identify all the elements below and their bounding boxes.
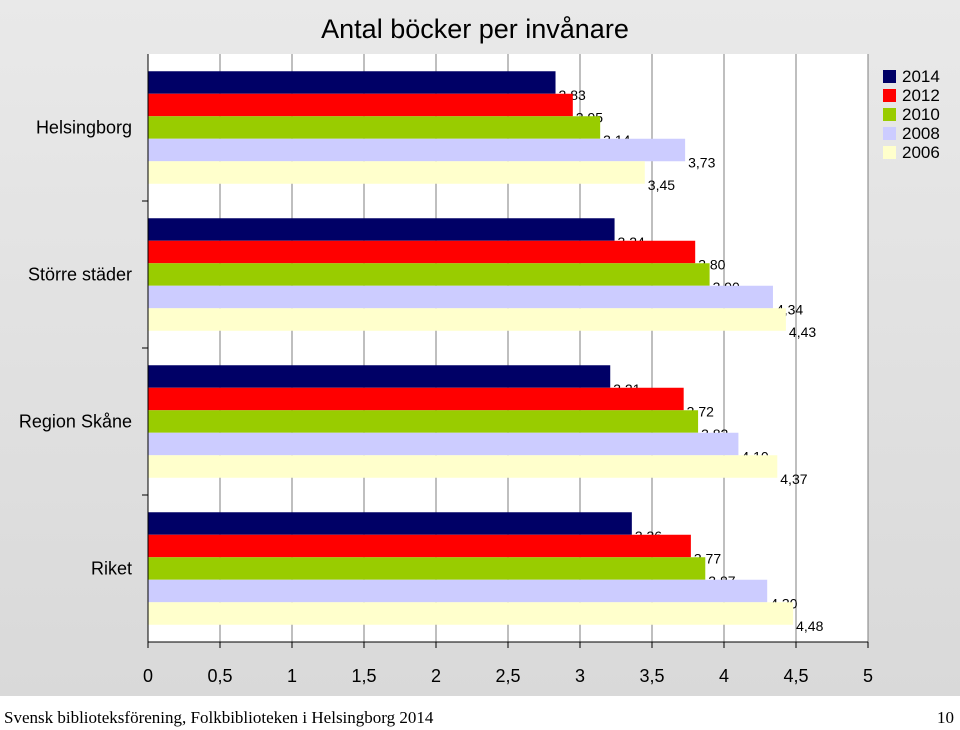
legend-swatch xyxy=(883,70,896,83)
data-label: 4,48 xyxy=(796,618,823,634)
bar xyxy=(148,602,794,625)
x-tick-label: 4 xyxy=(719,666,729,686)
x-tick-label: 0 xyxy=(143,666,153,686)
legend-label: 2014 xyxy=(902,67,940,86)
bar xyxy=(148,263,710,286)
bar xyxy=(148,455,778,478)
bar xyxy=(148,116,601,139)
x-tick-label: 2 xyxy=(431,666,441,686)
bar xyxy=(148,365,611,388)
bar xyxy=(148,579,768,603)
legend-swatch xyxy=(883,146,896,159)
bar xyxy=(148,71,556,94)
x-tick-label: 1 xyxy=(287,666,297,686)
legend-label: 2010 xyxy=(902,105,940,124)
bar xyxy=(148,240,696,264)
legend-item: 2006 xyxy=(883,143,940,162)
bar xyxy=(148,285,773,309)
bar xyxy=(148,161,645,184)
bar xyxy=(148,308,786,331)
chart-canvas: 2,832,953,143,733,45Helsingborg3,243,803… xyxy=(19,54,873,686)
data-label: 3,45 xyxy=(648,177,675,193)
x-tick-label: 4,5 xyxy=(783,666,808,686)
bar xyxy=(148,218,615,241)
legend-label: 2012 xyxy=(902,86,940,105)
x-tick-label: 5 xyxy=(863,666,873,686)
bar xyxy=(148,432,739,456)
legend-item: 2014 xyxy=(883,67,940,86)
x-tick-label: 0,5 xyxy=(207,666,232,686)
bar xyxy=(148,512,632,535)
legend-item: 2008 xyxy=(883,124,940,143)
bar xyxy=(148,387,684,411)
category-label: Riket xyxy=(91,559,132,579)
x-tick-label: 1,5 xyxy=(351,666,376,686)
bar xyxy=(148,534,691,558)
data-label: 4,37 xyxy=(780,471,807,487)
bar xyxy=(148,557,706,580)
legend-label: 2008 xyxy=(902,124,940,143)
bar xyxy=(148,138,686,162)
legend-swatch xyxy=(883,108,896,121)
chart-title: Antal böcker per invånare xyxy=(321,14,629,44)
bar xyxy=(148,410,699,433)
chart-legend: 2014 2012 2010 2008 2006 xyxy=(883,67,940,162)
legend-item: 2012 xyxy=(883,86,940,105)
x-tick-label: 2,5 xyxy=(495,666,520,686)
category-label: Region Skåne xyxy=(19,412,132,432)
category-label: Helsingborg xyxy=(36,118,132,138)
legend-label: 2006 xyxy=(902,143,940,162)
page-number: 10 xyxy=(937,708,954,727)
x-tick-label: 3 xyxy=(575,666,585,686)
legend-swatch xyxy=(883,89,896,102)
data-label: 4,43 xyxy=(789,324,816,340)
legend-swatch xyxy=(883,127,896,140)
data-label: 3,73 xyxy=(688,154,715,170)
x-tick-label: 3,5 xyxy=(639,666,664,686)
category-label: Större städer xyxy=(28,265,132,285)
footer-source: Svensk biblioteksförening, Folkbibliotek… xyxy=(4,708,434,727)
legend-item: 2010 xyxy=(883,105,940,124)
bar xyxy=(148,93,573,117)
